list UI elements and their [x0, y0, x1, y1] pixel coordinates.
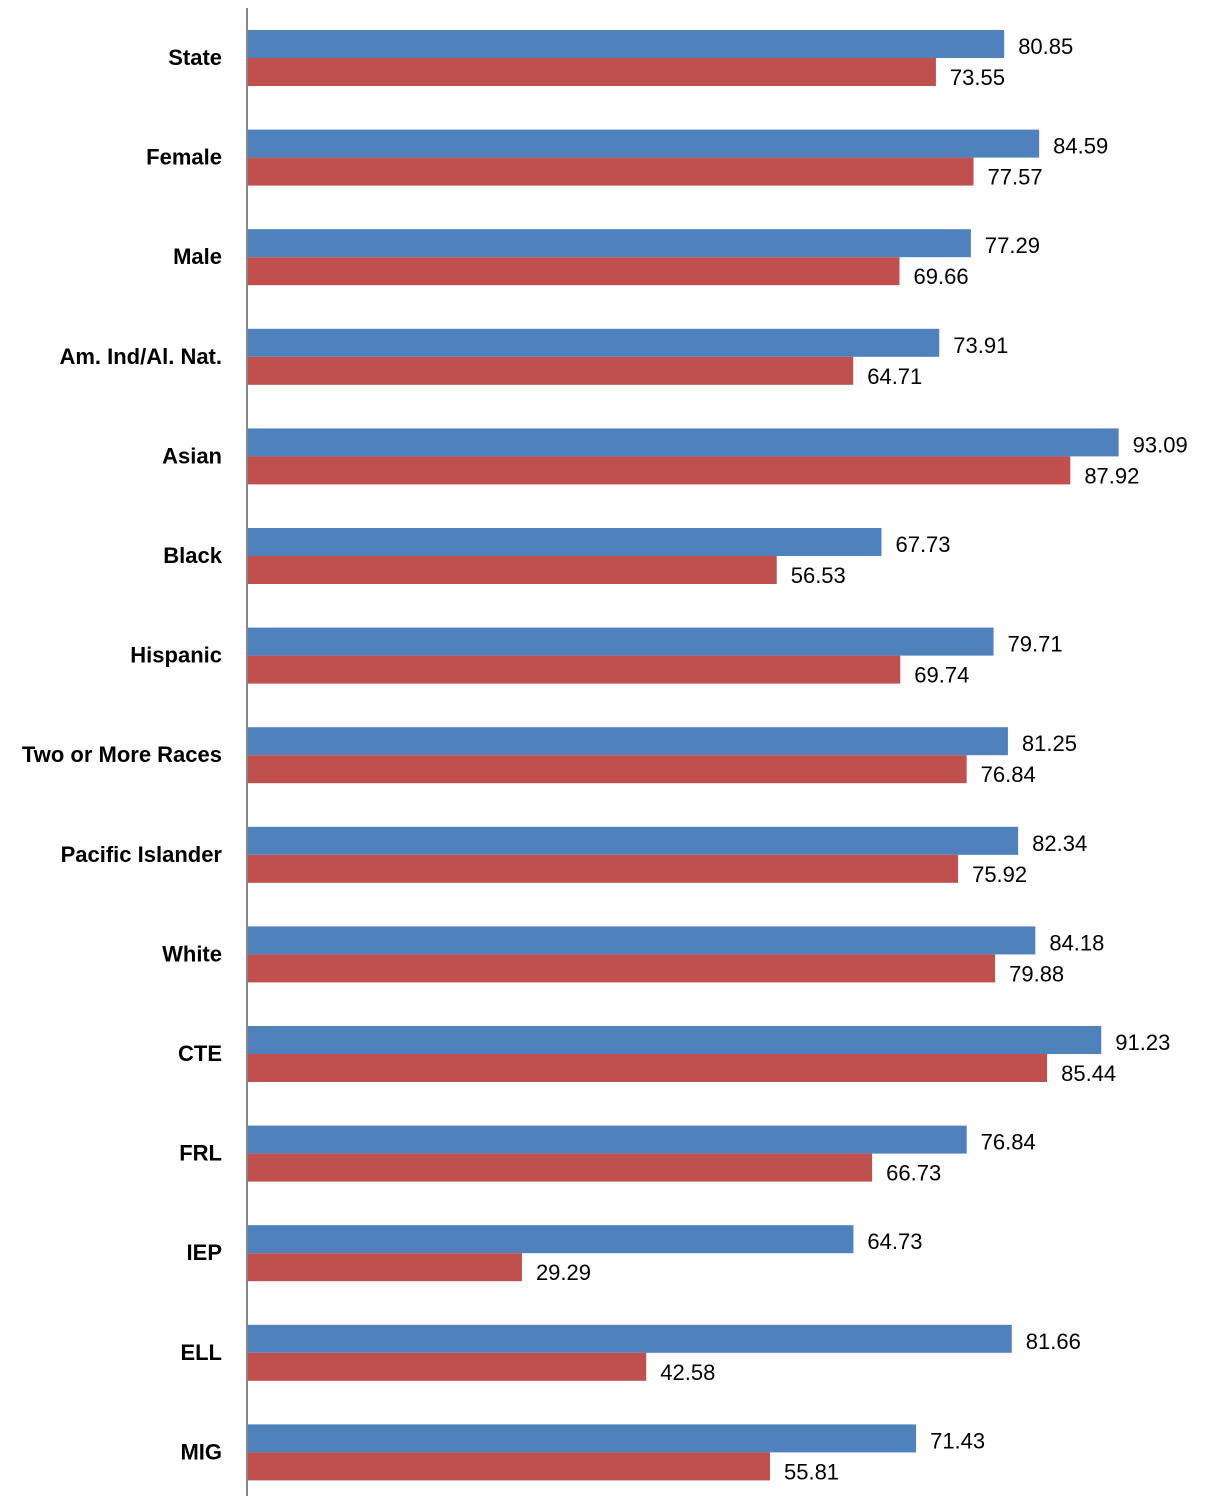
- data-label-pacific-islander-series-1: 82.34: [1032, 831, 1087, 856]
- category-label-hispanic: Hispanic: [130, 643, 222, 668]
- bar-frl-series-1: [248, 1125, 967, 1154]
- data-label-asian-series-1: 93.09: [1133, 432, 1188, 457]
- data-label-ell-series-1: 81.66: [1026, 1329, 1081, 1354]
- data-label-state-series-2: 73.55: [950, 65, 1005, 90]
- category-label-frl: FRL: [179, 1141, 222, 1166]
- bar-cte-series-1: [248, 1026, 1102, 1054]
- data-label-black-series-1: 67.73: [895, 532, 950, 557]
- data-label-male-series-1: 77.29: [985, 233, 1040, 258]
- category-label-black: Black: [163, 543, 222, 568]
- bar-am-ind-al-nat-series-2: [248, 356, 854, 385]
- data-label-two-or-more-races-series-1: 81.25: [1022, 731, 1077, 756]
- bar-state-series-2: [248, 58, 936, 86]
- data-label-mig-series-2: 55.81: [784, 1459, 839, 1484]
- bar-asian-series-2: [248, 456, 1071, 485]
- bar-female-series-2: [248, 157, 974, 186]
- category-label-state: State: [168, 45, 222, 70]
- data-label-male-series-2: 69.66: [914, 264, 969, 289]
- bar-hispanic-series-2: [248, 655, 901, 684]
- bar-ell-series-2: [248, 1352, 647, 1381]
- bar-two-or-more-races-series-1: [248, 727, 1008, 756]
- bar-mig-series-1: [248, 1424, 917, 1453]
- category-label-white: White: [162, 941, 222, 966]
- data-label-hispanic-series-1: 79.71: [1008, 632, 1063, 657]
- bar-pacific-islander-series-1: [248, 826, 1019, 855]
- bar-black-series-2: [248, 556, 777, 584]
- bar-frl-series-2: [248, 1153, 873, 1182]
- bar-ell-series-1: [248, 1324, 1012, 1353]
- bar-male-series-2: [248, 257, 900, 286]
- category-label-two-or-more-races: Two or More Races: [22, 742, 222, 767]
- bar-hispanic-series-1: [248, 627, 994, 656]
- bar-asian-series-1: [248, 428, 1119, 457]
- data-label-female-series-2: 77.57: [988, 165, 1043, 190]
- data-label-female-series-1: 84.59: [1053, 134, 1108, 159]
- data-label-mig-series-1: 71.43: [930, 1428, 985, 1453]
- category-label-cte: CTE: [178, 1041, 222, 1066]
- data-label-frl-series-1: 76.84: [981, 1130, 1036, 1155]
- data-label-cte-series-2: 85.44: [1061, 1061, 1116, 1086]
- data-label-asian-series-2: 87.92: [1084, 463, 1139, 488]
- category-label-asian: Asian: [162, 443, 222, 468]
- bar-male-series-1: [248, 229, 971, 258]
- data-label-white-series-2: 79.88: [1009, 961, 1064, 986]
- bar-white-series-1: [248, 926, 1036, 955]
- data-label-two-or-more-races-series-2: 76.84: [981, 762, 1036, 787]
- bar-pacific-islander-series-2: [248, 854, 959, 883]
- bar-mig-series-2: [248, 1452, 770, 1481]
- data-label-hispanic-series-2: 69.74: [914, 663, 969, 688]
- bar-iep-series-2: [248, 1253, 522, 1282]
- category-label-mig: MIG: [180, 1439, 222, 1464]
- data-label-white-series-1: 84.18: [1049, 930, 1104, 955]
- data-label-frl-series-2: 66.73: [886, 1161, 941, 1186]
- data-label-cte-series-1: 91.23: [1115, 1030, 1170, 1055]
- data-label-am-ind-al-nat-series-1: 73.91: [953, 333, 1008, 358]
- bar-state-series-1: [248, 30, 1005, 58]
- bar-am-ind-al-nat-series-1: [248, 328, 940, 357]
- category-label-iep: IEP: [187, 1240, 222, 1265]
- data-label-ell-series-2: 42.58: [660, 1360, 715, 1385]
- bar-iep-series-1: [248, 1225, 854, 1254]
- data-label-am-ind-al-nat-series-2: 64.71: [867, 364, 922, 389]
- data-label-iep-series-1: 64.73: [867, 1229, 922, 1254]
- category-label-ell: ELL: [180, 1340, 222, 1365]
- data-label-iep-series-2: 29.29: [536, 1260, 591, 1285]
- data-label-state-series-1: 80.85: [1018, 34, 1073, 59]
- data-label-pacific-islander-series-2: 75.92: [972, 862, 1027, 887]
- category-label-female: Female: [146, 145, 222, 170]
- bar-cte-series-2: [248, 1054, 1048, 1082]
- category-label-male: Male: [173, 244, 222, 269]
- category-label-am-ind-al-nat: Am. Ind/Al. Nat.: [59, 344, 222, 369]
- bar-white-series-2: [248, 954, 996, 983]
- category-label-pacific-islander: Pacific Islander: [61, 842, 223, 867]
- bar-two-or-more-races-series-2: [248, 755, 967, 784]
- bar-black-series-1: [248, 528, 882, 556]
- data-label-black-series-2: 56.53: [791, 563, 846, 588]
- bar-female-series-1: [248, 129, 1040, 158]
